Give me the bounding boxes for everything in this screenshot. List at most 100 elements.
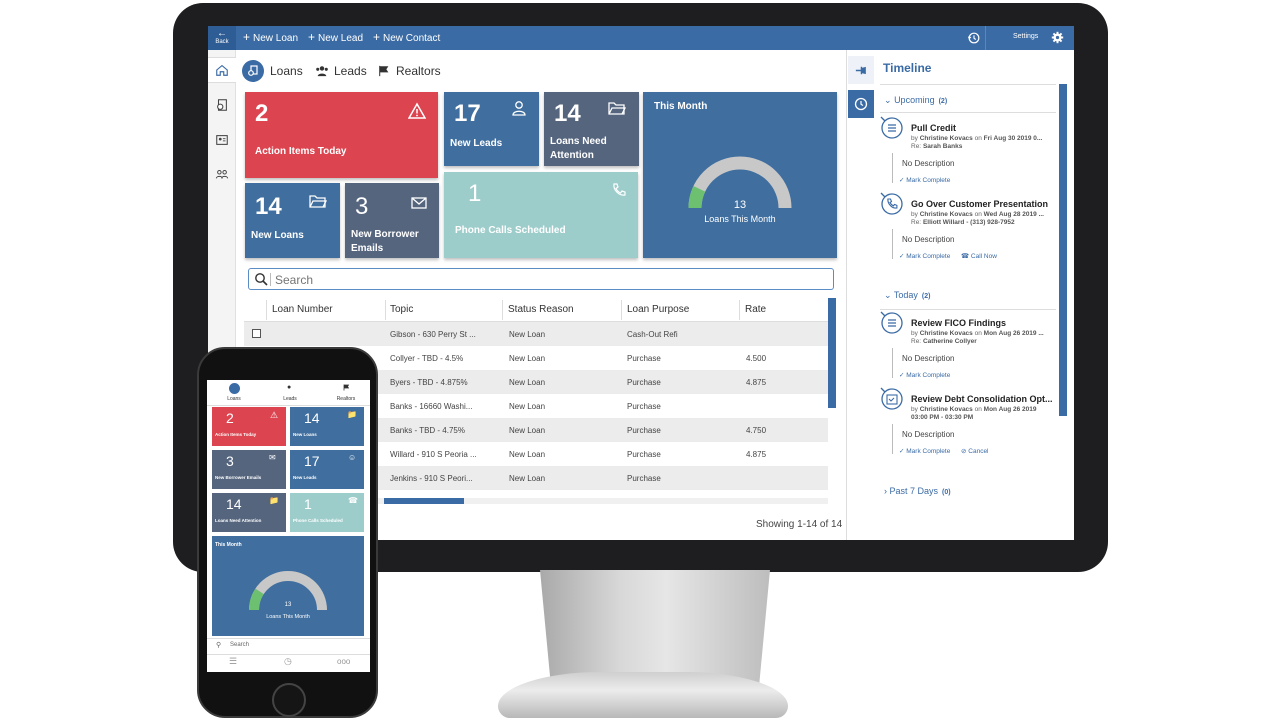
folder-icon [608, 102, 626, 115]
new-loan-button[interactable]: + New Loan [243, 31, 299, 44]
column-loan-purpose[interactable]: Loan Purpose [627, 304, 690, 315]
phone-nav-loans[interactable]: Loans [227, 396, 241, 402]
timeline-item-regarding: 03:00 PM - 03:30 PM [911, 414, 973, 422]
loans-icon [242, 60, 264, 82]
group-today[interactable]: ⌄ Today (2) [884, 290, 930, 301]
tile-new-leads[interactable]: 17 New Leads [444, 92, 539, 166]
meta-regarding: Elliott Willard - (313) 928-7952 [922, 219, 1015, 226]
column-topic[interactable]: Topic [390, 304, 414, 315]
tile-loans-need-attention[interactable]: 14 Loans Need Attention [544, 92, 639, 166]
table-row[interactable]: Collyer - TBD - 4.5% New Loan Purchase 4.50… [244, 346, 828, 370]
timeline-clock-button[interactable] [848, 90, 874, 118]
history-icon[interactable] [967, 31, 981, 45]
secondary-action-link[interactable]: ⊘ Cancel [961, 447, 989, 455]
meta-by: by [911, 135, 918, 142]
cell-loan-purpose: Purchase [627, 378, 661, 387]
secondary-action-label: Cancel [968, 448, 989, 455]
mark-complete-link[interactable]: ✓ Mark Complete [899, 371, 950, 379]
menu-icon[interactable]: ☰ [229, 656, 238, 666]
cell-loan-purpose: Purchase [627, 402, 661, 411]
cell-loan-purpose: Cash-Out Refi [627, 330, 678, 339]
table-horizontal-scrollbar[interactable] [384, 498, 464, 504]
phone-tile-new-loans[interactable]: 14 New Loans 📁 [290, 407, 364, 446]
phone-tile-this-month[interactable]: This Month 13 Loans This Month [212, 536, 364, 636]
tile-new-borrower-emails[interactable]: 3 New Borrower Emails [345, 183, 439, 258]
mark-complete-link[interactable]: ✓ Mark Complete [899, 252, 950, 260]
timeline-item-meta: by Christine Kovacs on Fri Aug 30 2019 0… [911, 135, 1042, 143]
meta-regarding: 03:00 PM - 03:30 PM [911, 414, 974, 421]
table-row[interactable]: Willard - 910 S Peoria ... New Loan Purcha… [244, 442, 828, 466]
search-input[interactable] [275, 272, 815, 287]
back-button[interactable]: ← Back [208, 26, 236, 50]
clock-icon[interactable]: ◷ [284, 656, 292, 666]
tile-action-items[interactable]: 2 Action Items Today [245, 92, 438, 178]
gear-icon[interactable] [1051, 31, 1064, 44]
cell-status-reason: New Loan [509, 450, 546, 459]
search-box [248, 268, 834, 290]
contact-card-icon[interactable] [215, 133, 229, 147]
phone-bottom-bar: ☰ ◷ ooo [207, 654, 370, 672]
timeline-item-title[interactable]: Review FICO Findings [911, 318, 1007, 328]
timeline-scrollbar[interactable] [1059, 84, 1067, 416]
timeline-item-title[interactable]: Pull Credit [911, 123, 957, 133]
tile-new-loans[interactable]: 14 New Loans [245, 183, 340, 258]
more-icon[interactable]: ooo [337, 657, 351, 666]
cell-status-reason: New Loan [509, 426, 546, 435]
table-row[interactable]: Gibson - 630 Perry St ... New Loan Cash-Ou… [244, 322, 828, 346]
tile-this-month[interactable]: This Month 13 Loans This Month [643, 92, 837, 258]
cell-status-reason: New Loan [509, 474, 546, 483]
mark-complete-link[interactable]: ✓ Mark Complete [899, 447, 950, 455]
phone-nav-realtors[interactable]: Realtors [336, 396, 356, 402]
cell-topic: Willard - 910 S Peoria ... [390, 450, 477, 459]
tile-phone-calls[interactable]: 1 Phone Calls Scheduled [444, 172, 638, 258]
column-divider [385, 300, 386, 320]
nav-realtors[interactable]: Realtors [378, 59, 441, 83]
users-group-icon[interactable] [215, 167, 229, 181]
phone-tile-new-leads[interactable]: 17 New Leads ☺ [290, 450, 364, 489]
group-past-7-days[interactable]: › Past 7 Days (0) [884, 486, 951, 496]
settings-label[interactable]: Settings [1013, 33, 1039, 40]
phone-tile-loans-attention[interactable]: 14 Loans Need Attention 📁 [212, 493, 286, 532]
timeline-item-title[interactable]: Review Debt Consolidation Opt... [911, 394, 1053, 404]
column-rate[interactable]: Rate [745, 304, 767, 315]
rail-active-bg [208, 57, 236, 83]
column-loan-number[interactable]: Loan Number [272, 304, 333, 315]
loan-document-icon[interactable] [215, 98, 229, 112]
row-checkbox[interactable] [252, 329, 261, 338]
group-count: (2) [921, 293, 931, 300]
tile-label: New Borrower Emails [215, 475, 262, 480]
phone-search-box[interactable]: ⚲ Search [207, 638, 370, 652]
gauge-fill [688, 186, 706, 209]
timeline-item-title[interactable]: Go Over Customer Presentation [911, 199, 1049, 209]
back-label: Back [215, 39, 229, 45]
group-upcoming[interactable]: ⌄ Upcoming (2) [884, 95, 947, 106]
phone-nav-leads[interactable]: Leads [283, 396, 297, 402]
column-status-reason[interactable]: Status Reason [508, 304, 574, 315]
cell-status-reason: New Loan [509, 330, 546, 339]
nav-loans[interactable]: Loans [242, 59, 303, 83]
group-line [880, 309, 1056, 310]
monitor-stand [540, 570, 770, 692]
pin-button[interactable] [848, 56, 874, 84]
group-label: Upcoming [894, 95, 935, 105]
calendar-icon [880, 387, 903, 410]
table-row[interactable]: Banks - 16660 Washi... New Loan Purchase [244, 394, 828, 418]
new-loan-label: New Loan [253, 33, 299, 44]
task-list-icon [880, 311, 903, 334]
new-lead-button[interactable]: + New Lead [308, 31, 363, 44]
table-vertical-scrollbar[interactable] [828, 298, 836, 408]
warning-icon: ⚠ [270, 410, 279, 420]
meta-regarding: Catherine Collyer [922, 338, 977, 345]
home-icon[interactable] [215, 63, 229, 77]
tile-count: 3 [226, 453, 234, 469]
cell-loan-purpose: Purchase [627, 450, 661, 459]
secondary-action-link[interactable]: ☎ Call Now [961, 252, 997, 260]
phone-tile-phone-calls[interactable]: 1 Phone Calls Scheduled ☎ [290, 493, 364, 532]
phone-tile-action-items[interactable]: 2 Action Items Today ⚠ [212, 407, 286, 446]
new-contact-button[interactable]: + New Contact [373, 31, 440, 44]
cell-loan-purpose: Purchase [627, 354, 661, 363]
phone-tile-borrower-emails[interactable]: 3 New Borrower Emails ✉ [212, 450, 286, 489]
cell-status-reason: New Loan [509, 354, 546, 363]
mark-complete-link[interactable]: ✓ Mark Complete [899, 176, 950, 184]
nav-leads[interactable]: Leads [315, 59, 367, 83]
